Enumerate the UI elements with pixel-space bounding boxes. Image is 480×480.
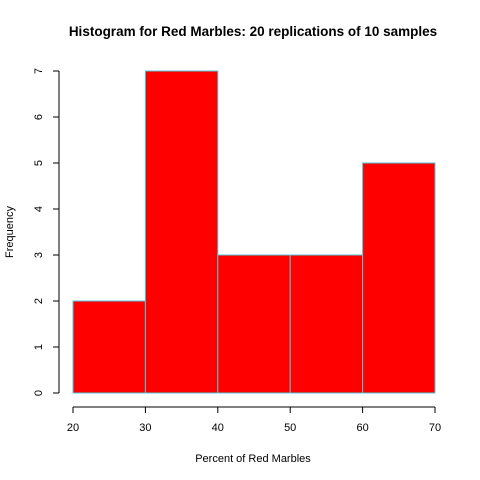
- y-axis-label: Frequency: [4, 206, 16, 258]
- histogram-bar-20-30: [72, 300, 146, 394]
- histogram-bar-30-40: [144, 70, 219, 394]
- histogram-bar-60-70: [362, 162, 436, 394]
- y-tick-label-4: 4: [33, 206, 45, 212]
- x-axis: 20 30 40 50 60 70: [67, 406, 441, 434]
- y-tick-label-2: 2: [33, 298, 45, 304]
- histogram-bar-40-50: [217, 254, 291, 394]
- y-ticks-group: 0 1 2 3 4 5 6 7: [33, 68, 59, 396]
- x-tick-label-40: 40: [212, 422, 224, 434]
- y-tick-label-3: 3: [33, 252, 45, 258]
- y-tick-label-5: 5: [33, 160, 45, 166]
- y-tick-label-0: 0: [33, 390, 45, 396]
- x-tick-label-60: 60: [356, 422, 368, 434]
- histogram-bar-50-60: [289, 254, 364, 394]
- y-tick-label-6: 6: [33, 114, 45, 120]
- x-ticks-group: 20 30 40 50 60 70: [67, 407, 441, 434]
- chart-title: Histogram for Red Marbles: 20 replicatio…: [69, 24, 437, 39]
- x-axis-label: Percent of Red Marbles: [195, 453, 311, 465]
- y-tick-label-7: 7: [33, 68, 45, 74]
- x-tick-label-50: 50: [284, 422, 296, 434]
- x-tick-label-20: 20: [67, 422, 79, 434]
- y-axis: 0 1 2 3 4 5 6 7: [33, 68, 60, 396]
- x-tick-label-70: 70: [429, 422, 441, 434]
- x-tick-label-30: 30: [139, 422, 151, 434]
- bars-group: [72, 70, 436, 394]
- y-tick-label-1: 1: [33, 344, 45, 350]
